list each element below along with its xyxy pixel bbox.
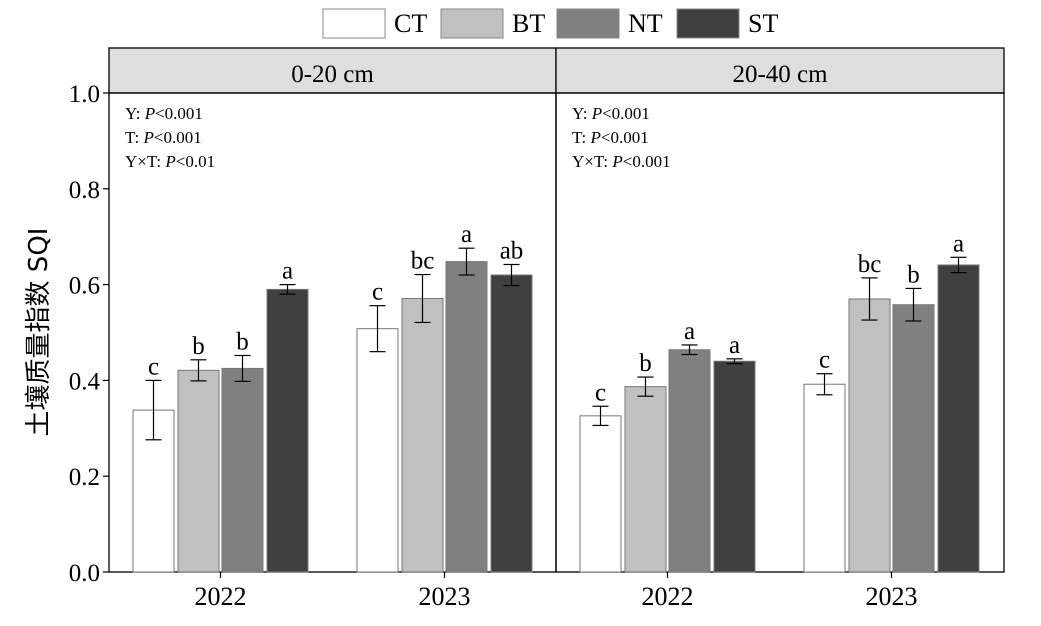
stat-line: T: P<0.001 <box>125 128 202 147</box>
panel-strip <box>555 47 1005 94</box>
legend-label-nt: NT <box>628 9 663 38</box>
panel-title: 0-20 cm <box>291 61 374 88</box>
legend-swatch-st <box>676 8 740 39</box>
significance-letter: a <box>684 318 695 345</box>
stat-line: T: P<0.001 <box>572 128 649 147</box>
legend-swatch-bt <box>440 8 504 39</box>
y-tick-label: 1.0 <box>69 81 100 108</box>
bar-ct-2022 <box>579 415 622 573</box>
y-tick-label: 0.0 <box>69 560 100 587</box>
stat-line: Y×T: P<0.001 <box>572 152 671 171</box>
bar-st-2023 <box>490 274 533 573</box>
panel-border <box>555 92 1005 573</box>
significance-letter: ab <box>500 237 524 264</box>
significance-letter: b <box>639 350 652 377</box>
bar-bt-2022 <box>177 369 220 573</box>
legend-label-ct: CT <box>394 9 427 38</box>
significance-letter: c <box>148 353 159 380</box>
panel-2: 20-40 cm Y: P<0.001 T: P<0.001 Y×T: P<0.001… <box>555 47 1005 611</box>
significance-letter: a <box>729 332 740 359</box>
bar-bt-2023 <box>848 298 891 573</box>
bar-st-2023 <box>937 264 980 573</box>
x-tick-label: 2022 <box>642 582 694 611</box>
y-tick-label: 0.6 <box>69 273 100 300</box>
bar-st-2022 <box>266 288 309 573</box>
bar-ct-2023 <box>803 383 846 573</box>
y-tick-label: 0.8 <box>69 177 100 204</box>
significance-letter: c <box>372 279 383 306</box>
bar-ct-2023 <box>356 328 399 573</box>
significance-letter: a <box>953 230 964 257</box>
bar-st-2022 <box>713 360 756 573</box>
x-tick-label: 2022 <box>195 582 247 611</box>
panel-1: 0-20 cm Y: P<0.001 T: P<0.001 Y×T: P<0.01 c b… <box>108 47 557 611</box>
significance-letter: c <box>595 379 606 406</box>
legend-label-bt: BT <box>512 9 545 38</box>
significance-letter: a <box>282 258 293 285</box>
significance-letter: bc <box>411 248 435 275</box>
legend-swatch-ct <box>322 8 386 39</box>
panel-title: 20-40 cm <box>732 61 828 88</box>
stat-line: Y×T: P<0.01 <box>125 152 215 171</box>
panels: 0-20 cm Y: P<0.001 T: P<0.001 Y×T: P<0.01 c b… <box>108 47 1005 611</box>
bar-bt-2023 <box>401 297 444 573</box>
legend: CT BT NT ST <box>322 8 778 39</box>
bar-nt-2023 <box>445 261 488 573</box>
bar-bt-2022 <box>624 386 667 573</box>
significance-letter: b <box>907 261 920 288</box>
significance-letter: b <box>192 333 205 360</box>
significance-letter: c <box>819 347 830 374</box>
y-tick-label: 0.2 <box>69 464 100 491</box>
stat-line: Y: P<0.001 <box>572 104 650 123</box>
y-tick-label: 0.4 <box>69 368 101 395</box>
bar-nt-2023 <box>892 304 935 573</box>
legend-label-st: ST <box>748 9 778 38</box>
significance-letter: b <box>236 328 249 355</box>
bar-nt-2022 <box>221 367 264 573</box>
significance-letter: a <box>461 221 472 248</box>
legend-swatch-nt <box>556 8 620 39</box>
x-tick-label: 2023 <box>866 582 918 611</box>
bar-nt-2022 <box>668 349 711 573</box>
stat-line: Y: P<0.001 <box>125 104 203 123</box>
y-axis-label: 土壤质量指数 SQI <box>24 228 54 437</box>
x-tick-label: 2023 <box>419 582 471 611</box>
significance-letter: bc <box>858 251 882 278</box>
y-axis: 0.0 0.2 0.4 0.6 0.8 1.0 <box>69 81 109 587</box>
